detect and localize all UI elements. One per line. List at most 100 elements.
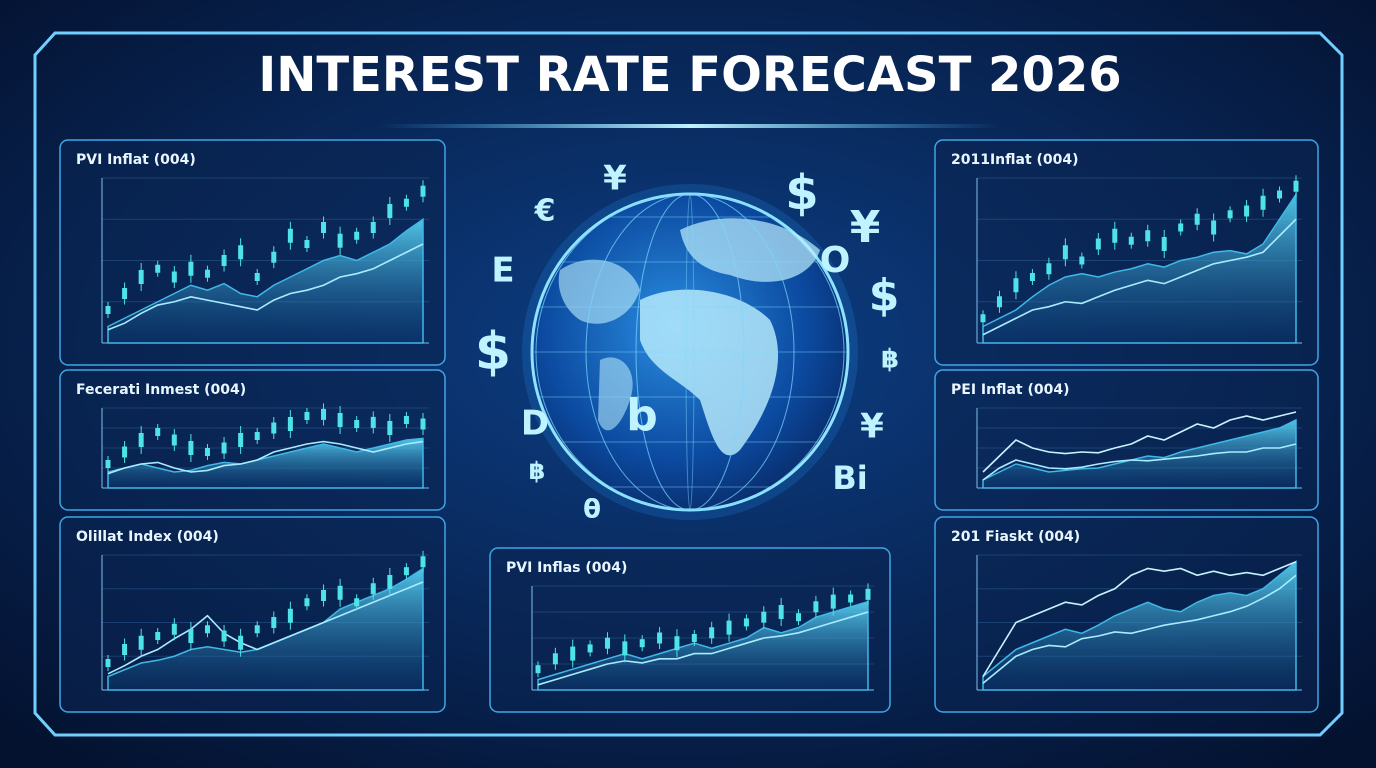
candle — [337, 585, 343, 600]
area — [107, 437, 424, 489]
currency-symbol: ¥ — [860, 407, 884, 447]
candle — [370, 416, 376, 428]
candle — [1161, 237, 1167, 251]
currency-symbol: ¥ — [850, 202, 881, 253]
line — [107, 243, 424, 331]
currency-symbol: b — [626, 390, 658, 441]
chart-panel: PEI Inflat (004) — [934, 369, 1319, 511]
candle — [387, 575, 393, 589]
globe-meridian — [585, 193, 795, 511]
area — [982, 418, 1297, 489]
globe-meridian — [635, 193, 745, 511]
candle — [865, 588, 871, 600]
currency-symbol: ฿ — [529, 457, 546, 485]
candle — [1062, 245, 1068, 260]
page-title: INTEREST RATE FORECAST 2026 — [258, 47, 1121, 103]
currency-symbol: $ — [785, 165, 818, 221]
candle — [188, 629, 194, 643]
candle — [639, 639, 645, 648]
candle — [552, 653, 558, 665]
candle — [420, 418, 426, 430]
globe — [522, 184, 858, 520]
candle — [403, 416, 409, 424]
candle — [321, 408, 327, 420]
chart-panel: 201 Fiaskt (004) — [934, 516, 1319, 713]
candle — [204, 448, 210, 456]
candle — [848, 594, 854, 603]
candle — [105, 460, 111, 468]
candle — [304, 598, 310, 607]
candle — [1046, 263, 1052, 275]
candle — [321, 590, 327, 601]
candle — [138, 270, 144, 284]
candle — [254, 625, 260, 634]
candle — [1112, 228, 1118, 243]
candle — [1293, 180, 1299, 192]
candle — [287, 417, 293, 431]
candle — [1277, 190, 1283, 199]
currency-symbol: ฿ — [881, 345, 899, 375]
line — [982, 218, 1297, 336]
chart-panel: PVI Inflat (004) — [59, 139, 446, 366]
candle — [674, 636, 680, 651]
area — [537, 600, 869, 691]
globe-meridian — [535, 193, 845, 511]
chart-panel: PVI Inflas (004) — [489, 547, 891, 713]
panel-title: Fecerati Inmest (004) — [76, 382, 246, 398]
candle — [1227, 210, 1233, 219]
outer-frame — [33, 31, 1344, 737]
candle — [138, 635, 144, 650]
candle — [155, 264, 161, 273]
currency-symbol: O — [820, 240, 851, 281]
candle — [403, 198, 409, 207]
candle — [403, 567, 409, 576]
candle — [709, 627, 715, 639]
candle — [304, 240, 310, 248]
candle — [287, 608, 293, 623]
candle — [1260, 195, 1266, 210]
candle — [387, 421, 393, 435]
line — [982, 574, 1297, 684]
candle — [271, 422, 277, 434]
candle — [238, 433, 244, 447]
candle — [796, 613, 802, 622]
candle — [691, 634, 697, 642]
candle — [188, 441, 194, 455]
candle — [122, 288, 128, 299]
candle — [996, 296, 1002, 308]
candle — [1128, 236, 1134, 245]
candle — [1244, 205, 1250, 217]
panel-title: 2011Inflat (004) — [951, 152, 1079, 168]
globe-meridian — [535, 193, 845, 511]
chart-panel: Fecerati Inmest (004) — [59, 369, 446, 511]
panel-title: Olillat Index (004) — [76, 529, 219, 545]
candle — [337, 233, 343, 248]
line — [982, 411, 1297, 473]
line — [107, 581, 424, 675]
candle — [622, 641, 628, 656]
candle — [420, 556, 426, 568]
title-underline — [380, 124, 1000, 128]
currency-symbol: D — [521, 404, 549, 444]
candle — [188, 261, 194, 276]
candle — [387, 204, 393, 218]
candle — [604, 637, 610, 649]
candle — [1211, 220, 1217, 235]
candle — [354, 231, 360, 240]
candle — [354, 420, 360, 428]
continent — [640, 289, 779, 456]
candle — [221, 255, 227, 266]
candle — [1095, 238, 1101, 250]
line — [982, 443, 1297, 481]
candle — [587, 644, 593, 653]
panel-title: PEI Inflat (004) — [951, 382, 1070, 398]
candle — [420, 185, 426, 197]
currency-symbol: ¥ — [603, 159, 627, 199]
candle — [1178, 223, 1184, 232]
candle — [271, 251, 277, 263]
candle — [321, 222, 327, 233]
candle — [155, 428, 161, 436]
area — [982, 192, 1297, 344]
panel-title: PVI Inflat (004) — [76, 152, 196, 168]
